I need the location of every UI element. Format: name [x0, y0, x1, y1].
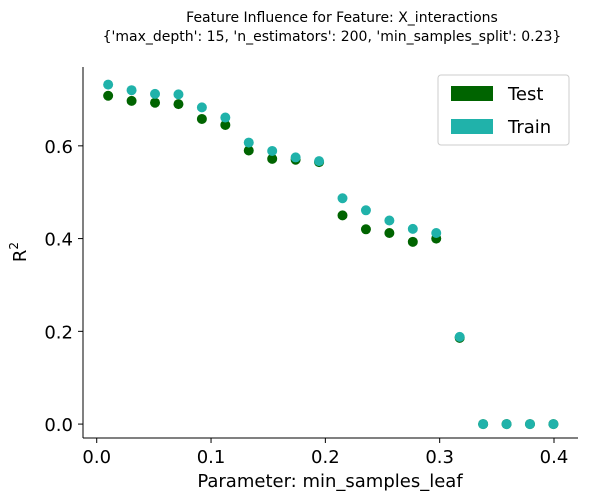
x-axis-label: Parameter: min_samples_leaf	[197, 471, 463, 492]
point-test-7	[267, 153, 278, 164]
point-test-1	[126, 95, 137, 106]
y-axis-label: R2	[7, 242, 31, 262]
point-test-6	[243, 145, 254, 156]
x-tick-label-4: 0.4	[540, 447, 569, 468]
point-test-2	[150, 97, 161, 108]
point-train-8	[290, 152, 301, 163]
point-test-13	[407, 236, 418, 247]
x-axis-ticks: 0.0 0.1 0.2 0.3 0.4	[82, 438, 568, 468]
legend: Test Train	[437, 74, 570, 146]
point-train-10	[337, 193, 348, 204]
point-test-5	[220, 119, 231, 130]
legend-label-test: Test	[507, 84, 543, 105]
point-train-11	[360, 205, 371, 216]
legend-label-train: Train	[507, 117, 551, 138]
y-tick-label-1: 0.2	[44, 322, 73, 343]
point-train-1	[126, 85, 137, 96]
x-tick-label-2: 0.2	[311, 447, 340, 468]
x-tick-label-0: 0.0	[82, 447, 111, 468]
point-train-3	[173, 89, 184, 100]
point-test-0	[103, 90, 114, 101]
point-train-14	[431, 228, 442, 239]
point-test-11	[360, 224, 371, 235]
point-train-15	[454, 331, 465, 342]
point-train-4	[196, 102, 207, 113]
point-train-18	[524, 419, 535, 430]
point-train-6	[243, 137, 254, 148]
point-test-12	[384, 228, 395, 239]
point-test-3	[173, 99, 184, 110]
legend-swatch-test	[451, 86, 493, 101]
x-tick-label-3: 0.3	[425, 447, 454, 468]
point-train-9	[314, 156, 325, 167]
point-test-10	[337, 210, 348, 221]
point-train-0	[103, 79, 114, 90]
y-tick-label-3: 0.6	[44, 137, 73, 158]
point-train-2	[150, 88, 161, 99]
plot-area	[103, 79, 559, 430]
chart-title-line1: Feature Influence for Feature: X_interac…	[186, 10, 498, 26]
x-tick-label-1: 0.1	[197, 447, 226, 468]
point-train-13	[407, 223, 418, 234]
y-tick-label-0: 0.0	[44, 415, 73, 436]
y-tick-label-2: 0.4	[44, 230, 73, 251]
chart-title-line2: {'max_depth': 15, 'n_estimators': 200, '…	[103, 29, 562, 45]
point-train-17	[501, 419, 512, 430]
point-train-7	[267, 145, 278, 156]
point-train-12	[384, 215, 395, 226]
point-train-5	[220, 112, 231, 123]
y-axis-ticks: 0.0 0.2 0.4 0.6	[44, 137, 83, 436]
point-test-4	[196, 113, 207, 124]
point-train-19	[548, 419, 559, 430]
y-axis-label-main: R	[10, 250, 31, 263]
legend-swatch-train	[451, 119, 493, 134]
point-train-16	[478, 419, 489, 430]
y-axis-label-superscript: 2	[7, 242, 21, 250]
